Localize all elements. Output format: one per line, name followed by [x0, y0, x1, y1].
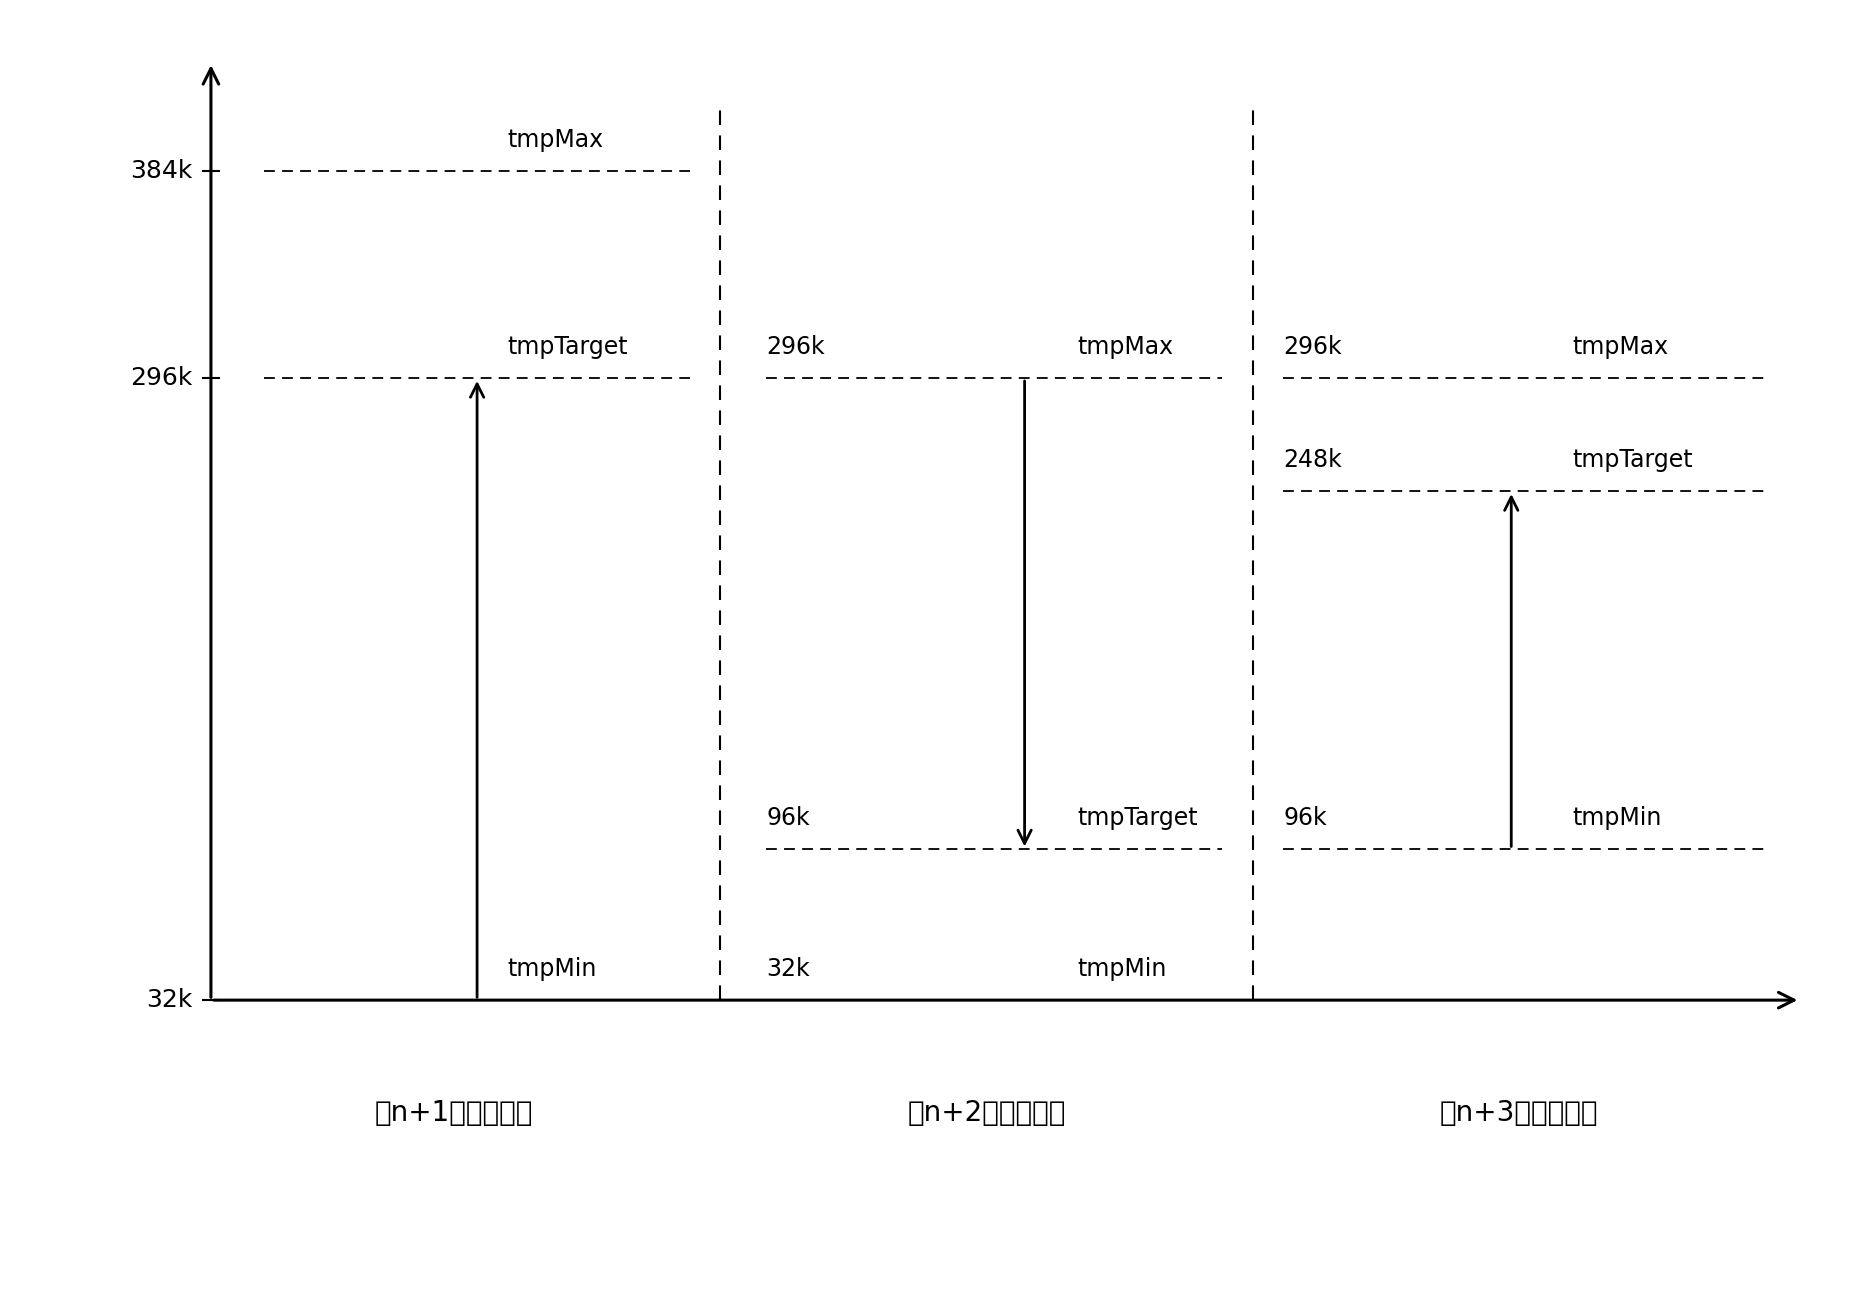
Text: 384k: 384k: [131, 159, 192, 182]
Text: 296k: 296k: [131, 366, 192, 390]
Text: tmpMin: tmpMin: [1573, 806, 1661, 831]
Text: tmpTarget: tmpTarget: [1078, 806, 1199, 831]
Text: 第n+2次调整带宽: 第n+2次调整带宽: [908, 1099, 1067, 1127]
Text: 296k: 296k: [766, 335, 824, 359]
Text: tmpTarget: tmpTarget: [1573, 448, 1692, 473]
Text: tmpMax: tmpMax: [1078, 335, 1173, 359]
Text: 32k: 32k: [766, 957, 809, 982]
Text: tmpMin: tmpMin: [508, 957, 598, 982]
Text: tmpTarget: tmpTarget: [508, 335, 628, 359]
Text: 32k: 32k: [146, 988, 192, 1012]
Text: 96k: 96k: [766, 806, 809, 831]
Text: 248k: 248k: [1283, 448, 1341, 473]
Text: 296k: 296k: [1283, 335, 1341, 359]
Text: tmpMax: tmpMax: [1573, 335, 1668, 359]
Text: 第n+3次调整带宽: 第n+3次调整带宽: [1440, 1099, 1599, 1127]
Text: 96k: 96k: [1283, 806, 1326, 831]
Text: 第n+1次调整带宽: 第n+1次调整带宽: [375, 1099, 534, 1127]
Text: tmpMax: tmpMax: [508, 128, 603, 152]
Text: tmpMin: tmpMin: [1078, 957, 1168, 982]
